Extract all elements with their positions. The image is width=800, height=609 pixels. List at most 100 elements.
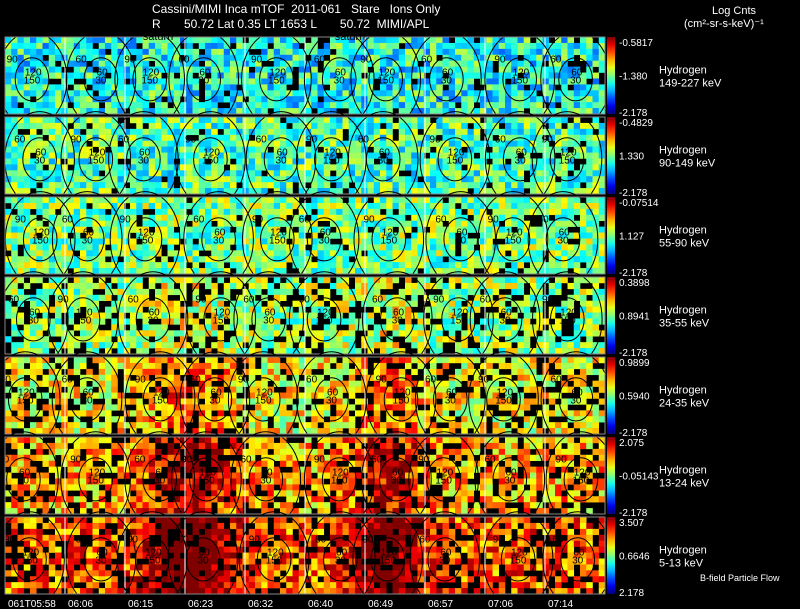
heatmap-cell xyxy=(555,282,562,290)
heatmap-cell xyxy=(517,164,525,171)
heatmap-cell xyxy=(492,176,500,183)
heatmap-cell xyxy=(398,134,406,141)
heatmap-cell xyxy=(136,422,143,429)
heatmap-cell xyxy=(248,117,256,124)
heatmap-cell xyxy=(580,318,587,325)
heatmap-cell xyxy=(436,256,443,263)
heatmap-cell xyxy=(92,306,100,313)
heatmap-cell xyxy=(548,96,556,103)
heatmap-cell xyxy=(198,146,206,153)
heatmap-cell xyxy=(286,336,293,343)
heatmap-cell xyxy=(398,60,406,67)
heatmap-cell xyxy=(136,336,143,343)
heatmap-cell xyxy=(73,182,81,189)
heatmap-cell xyxy=(142,422,150,429)
pitch-angle-contour xyxy=(487,297,523,342)
heatmap-cell xyxy=(417,288,425,296)
heatmap-cell xyxy=(11,392,18,399)
heatmap-cell xyxy=(236,306,243,313)
heatmap-cell xyxy=(330,268,337,275)
heatmap-cell xyxy=(430,208,437,216)
heatmap-cell xyxy=(311,250,318,257)
heatmap-cell xyxy=(167,197,175,204)
heatmap-cell xyxy=(511,78,518,85)
heatmap-cell xyxy=(230,152,237,159)
heatmap-cell xyxy=(342,250,350,257)
heatmap-cell xyxy=(98,232,106,239)
heatmap-cell xyxy=(586,37,593,44)
heatmap-cell xyxy=(505,102,512,109)
heatmap-cell xyxy=(242,164,250,171)
heatmap-cell xyxy=(111,164,118,171)
heatmap-cell xyxy=(105,60,112,67)
heatmap-cell xyxy=(142,324,150,331)
heatmap-cell xyxy=(248,256,256,263)
heatmap-cell xyxy=(173,277,181,284)
heatmap-cell xyxy=(455,300,462,307)
heatmap-cell xyxy=(505,324,512,331)
heatmap-cell xyxy=(342,262,350,269)
heatmap-cell xyxy=(436,42,443,50)
heatmap-cell xyxy=(180,170,187,177)
heatmap-cell xyxy=(105,176,112,183)
heatmap-cell xyxy=(173,78,181,85)
heatmap-cell xyxy=(142,348,150,355)
heatmap-cell xyxy=(142,146,150,153)
heatmap-cell xyxy=(523,128,531,136)
heatmap-cell xyxy=(17,312,25,319)
heatmap-cell xyxy=(217,342,225,349)
heatmap-cell xyxy=(542,117,550,124)
heatmap-cell xyxy=(255,324,262,331)
heatmap-cell xyxy=(186,318,193,325)
heatmap-cell xyxy=(305,78,312,85)
heatmap-cell xyxy=(367,220,375,227)
heatmap-cell xyxy=(98,158,106,165)
heatmap-cell xyxy=(517,250,525,257)
heatmap-cell xyxy=(148,342,156,349)
heatmap-cell xyxy=(80,202,87,210)
heatmap-cell xyxy=(586,300,593,307)
heatmap-cell xyxy=(67,158,75,165)
heatmap-cell xyxy=(92,262,100,269)
heatmap-cell xyxy=(298,238,306,245)
heatmap-cell xyxy=(580,348,587,355)
heatmap-cell xyxy=(248,330,256,337)
heatmap-cell xyxy=(592,108,600,115)
heatmap-cell xyxy=(155,268,162,275)
heatmap-cell xyxy=(461,282,468,290)
heatmap-cell xyxy=(173,232,181,239)
heatmap-cell xyxy=(17,54,25,61)
heatmap-cell xyxy=(511,256,518,263)
heatmap-cell xyxy=(311,182,318,189)
heatmap-cell xyxy=(55,277,62,284)
heatmap-cell xyxy=(217,312,225,319)
heatmap-cell xyxy=(555,238,562,245)
heatmap-cell xyxy=(130,244,137,251)
heatmap-cell xyxy=(192,170,200,177)
heatmap-cell xyxy=(517,226,525,233)
heatmap-cell xyxy=(23,232,31,239)
heatmap-cell xyxy=(173,117,181,124)
contour-label: 30 xyxy=(34,155,46,166)
heatmap-cell xyxy=(298,244,306,251)
heatmap-cell xyxy=(211,188,218,195)
heatmap-cell xyxy=(586,90,593,97)
heatmap-cell xyxy=(373,294,381,301)
heatmap-cell xyxy=(523,72,531,79)
heatmap-cell xyxy=(342,232,350,239)
heatmap-cell xyxy=(523,342,531,349)
heatmap-cell xyxy=(511,250,518,257)
heatmap-cell xyxy=(86,330,93,337)
heatmap-cell xyxy=(486,250,493,257)
heatmap-cell xyxy=(517,90,525,97)
heatmap-cell xyxy=(236,208,243,216)
heatmap-cell xyxy=(467,72,475,79)
heatmap-cell xyxy=(405,202,412,210)
heatmap-cell xyxy=(292,152,300,159)
contour-label: 60 xyxy=(243,294,255,305)
heatmap-cell xyxy=(117,330,125,337)
heatmap-cell xyxy=(136,90,143,97)
heatmap-cell xyxy=(448,220,456,227)
heatmap-cell xyxy=(248,288,256,296)
heatmap-cell xyxy=(123,262,131,269)
